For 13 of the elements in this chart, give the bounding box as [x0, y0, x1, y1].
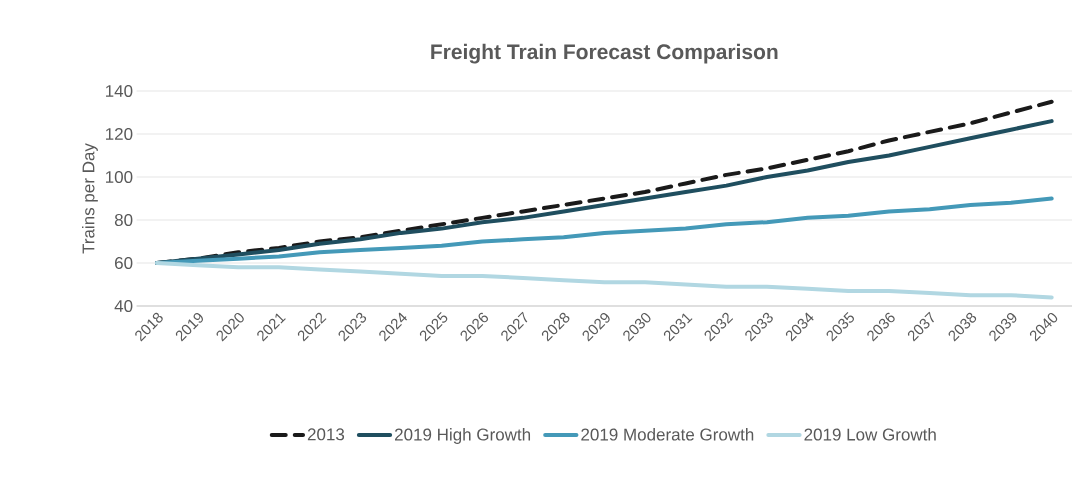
y-tick-label: 40: [114, 299, 133, 313]
y-tick-label: 60: [115, 256, 133, 270]
chart-title: Freight Train Forecast Comparison: [431, 43, 778, 64]
y-tick-label: 120: [106, 127, 133, 141]
legend-label: 2013: [307, 428, 345, 441]
legend-label: 2019 High Growth: [395, 428, 531, 444]
y-tick-label: 140: [106, 84, 133, 98]
line-series: [154, 261, 1054, 300]
y-axis-title: Trains per Day: [82, 143, 98, 254]
y-tick-label: 80: [114, 213, 133, 227]
legend-label: 2019 Low Growth: [804, 428, 936, 441]
legend-label: 2019 Moderate Growth: [581, 428, 754, 441]
y-tick-label: 100: [106, 170, 133, 184]
